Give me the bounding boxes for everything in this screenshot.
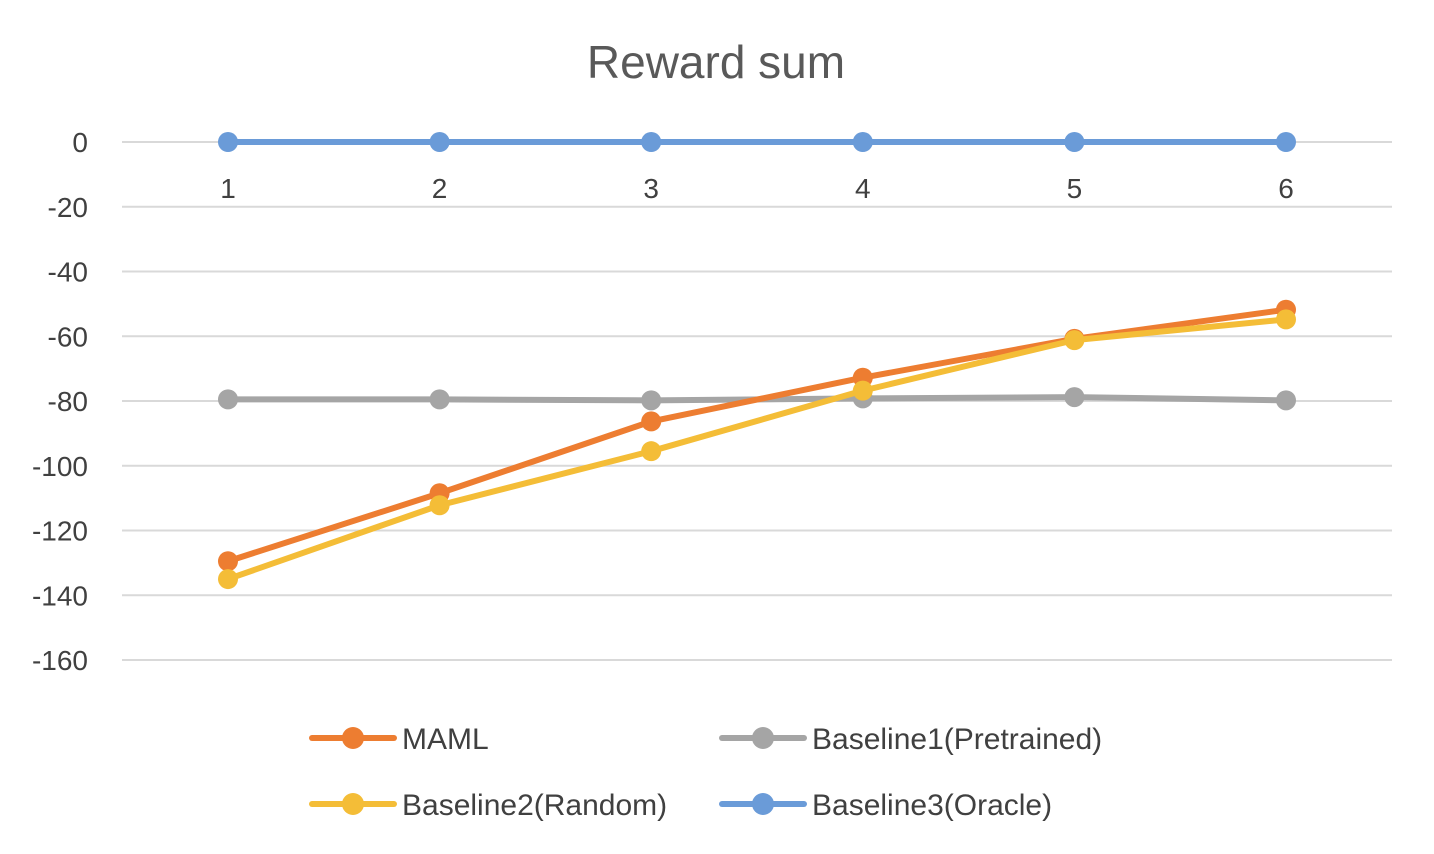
legend-label: MAML xyxy=(402,723,489,756)
legend-label: Baseline2(Random) xyxy=(402,789,667,822)
data-point xyxy=(1276,309,1296,330)
y-tick-label: -80 xyxy=(48,386,88,417)
series-baseline2-random- xyxy=(218,309,1296,590)
data-point xyxy=(1064,387,1085,408)
data-point xyxy=(641,132,662,152)
x-tick-label: 4 xyxy=(855,173,871,204)
legend-item: Baseline3(Oracle) xyxy=(719,789,1052,822)
legend-swatch-marker xyxy=(752,727,774,749)
legend-swatch-marker xyxy=(752,793,774,815)
series-group xyxy=(218,132,1296,590)
data-point xyxy=(641,411,662,432)
legend-label: Baseline1(Pretrained) xyxy=(812,723,1102,756)
legend-item: Baseline2(Random) xyxy=(309,789,667,822)
legend-item: MAML xyxy=(309,723,489,756)
data-point xyxy=(1064,330,1085,351)
data-point xyxy=(641,390,662,411)
data-point xyxy=(852,132,873,152)
data-point xyxy=(218,389,238,410)
x-tick-label: 1 xyxy=(220,173,236,204)
data-point xyxy=(429,389,450,410)
data-point xyxy=(852,380,873,401)
y-tick-label: -160 xyxy=(32,645,88,676)
legend: MAML Baseline1(Pretrained) Baseline2(Rando… xyxy=(309,723,1102,822)
y-tick-label: -100 xyxy=(32,451,88,482)
series-line xyxy=(225,316,1289,583)
x-axis-ticks: 1 2 3 4 5 6 xyxy=(220,173,1294,204)
legend-swatch-marker xyxy=(342,793,364,815)
x-tick-label: 3 xyxy=(643,173,659,204)
legend-item: Baseline1(Pretrained) xyxy=(719,723,1102,756)
series-baseline3-oracle- xyxy=(218,132,1296,152)
x-tick-label: 5 xyxy=(1067,173,1083,204)
legend-swatch-marker xyxy=(342,727,364,749)
y-tick-label: -120 xyxy=(32,516,88,547)
chart-title: Reward sum xyxy=(587,36,845,88)
data-point xyxy=(429,495,450,516)
data-point xyxy=(218,551,238,572)
x-tick-label: 6 xyxy=(1278,173,1294,204)
data-point xyxy=(641,441,662,462)
data-point xyxy=(218,569,238,590)
data-point xyxy=(429,132,450,152)
data-point xyxy=(1276,390,1296,411)
y-tick-label: -40 xyxy=(48,257,88,288)
y-tick-label: 0 xyxy=(72,127,88,158)
y-tick-label: -20 xyxy=(48,192,88,223)
y-axis-ticks: 0 -20 -40 -60 -80 -100 -120 -140 -160 xyxy=(32,127,88,676)
data-point xyxy=(1064,132,1085,152)
y-tick-label: -60 xyxy=(48,321,88,352)
data-point xyxy=(218,132,238,152)
x-tick-label: 2 xyxy=(432,173,448,204)
data-point xyxy=(1276,132,1296,152)
legend-label: Baseline3(Oracle) xyxy=(812,789,1052,822)
y-tick-label: -140 xyxy=(32,580,88,611)
